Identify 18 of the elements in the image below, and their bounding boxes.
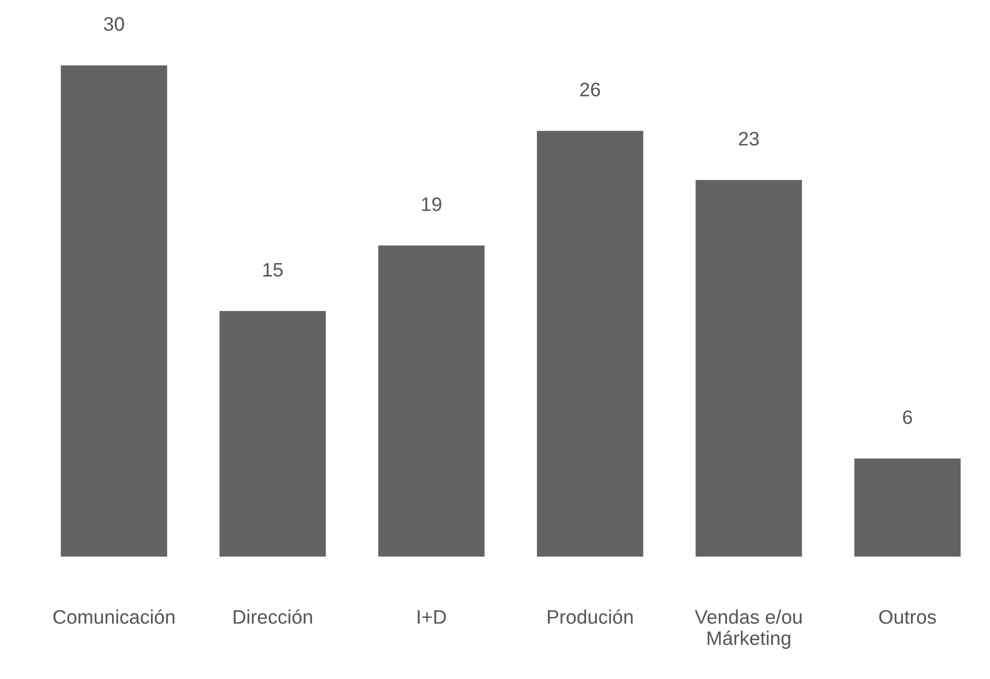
x-tick-label: Vendas e/ou Márketing: [694, 610, 802, 649]
data-label: 30: [104, 17, 124, 31]
bar: [220, 311, 326, 557]
data-label: 23: [738, 132, 759, 146]
data-label: 6: [903, 410, 912, 424]
x-tick-label: Dirección: [234, 609, 312, 624]
data-label: 15: [263, 263, 283, 277]
x-tick-label: Outros: [879, 610, 936, 624]
x-tick-label: Produción: [548, 609, 633, 624]
bar: [854, 458, 961, 557]
data-label: 26: [580, 82, 600, 96]
x-tick-label: Comunicación: [53, 609, 174, 624]
data-label: 19: [422, 197, 442, 212]
bar: [536, 130, 644, 557]
bar: [60, 65, 168, 557]
bar: [378, 246, 485, 557]
x-tick-label: I+D: [418, 610, 446, 624]
bar: [696, 180, 802, 557]
